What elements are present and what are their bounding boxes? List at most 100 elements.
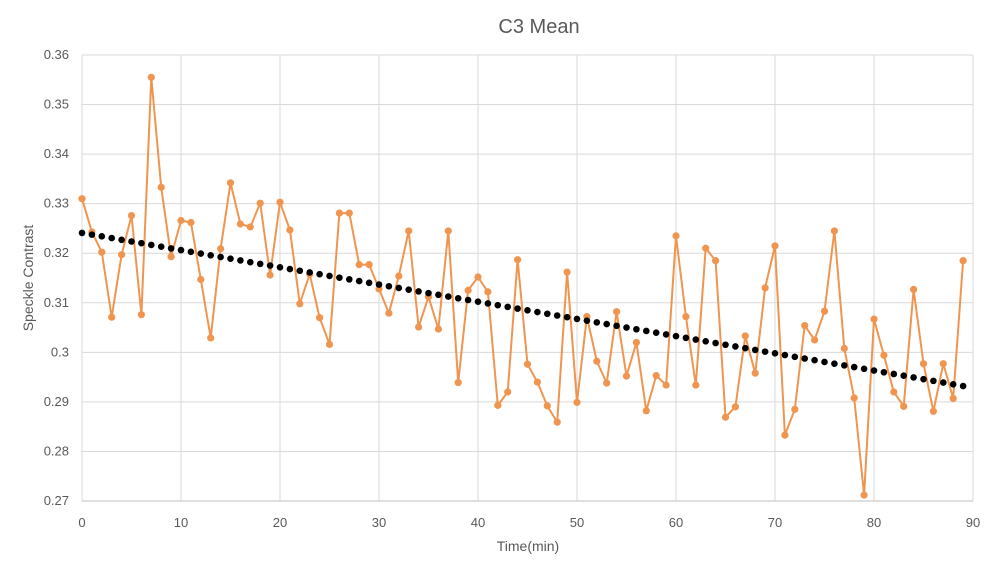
series-marker (395, 272, 403, 280)
series-marker (820, 307, 829, 315)
trendline-dot (316, 270, 323, 278)
trendline-dot (395, 284, 403, 292)
trendline-dot (197, 250, 205, 257)
trendline-dot (247, 258, 254, 266)
series-marker (949, 394, 957, 403)
series-marker (108, 313, 116, 321)
chart-title: C3 Mean (498, 16, 579, 38)
series-marker (523, 360, 532, 368)
trendline-dot (118, 236, 125, 244)
series-marker (622, 372, 631, 380)
series-marker (533, 378, 542, 386)
series-marker (226, 179, 235, 187)
series-marker (939, 360, 947, 368)
series-marker (217, 245, 225, 253)
series-marker (593, 357, 601, 365)
x-tick-label: 80 (867, 515, 881, 530)
series-marker (444, 227, 452, 235)
trendline-dot (276, 264, 284, 271)
trendline-dot (187, 248, 195, 256)
trendline-dot (286, 265, 294, 273)
x-tick-label: 70 (768, 515, 782, 530)
series-marker (543, 402, 551, 410)
trendline-dot (613, 322, 620, 330)
x-axis-label: Time(min) (497, 538, 559, 554)
x-tick-label: 90 (966, 515, 980, 530)
series-marker (127, 211, 136, 220)
trendline-dot (959, 382, 967, 390)
series-marker (781, 431, 789, 439)
series-marker (761, 284, 769, 292)
series-marker (464, 286, 472, 294)
series-marker (494, 401, 502, 409)
trendline-dot (355, 277, 363, 285)
series-marker (266, 271, 274, 279)
trendline-dot (296, 267, 304, 275)
trendline-dot (138, 239, 145, 247)
x-tick-label: 60 (669, 515, 683, 530)
series-marker (157, 183, 165, 191)
y-tick-label: 0.31 (44, 295, 69, 310)
y-tick-label: 0.35 (44, 97, 69, 112)
series-marker (504, 388, 512, 396)
series-marker (415, 323, 423, 331)
series-marker (553, 418, 561, 426)
series-marker (256, 199, 264, 207)
series-marker (682, 313, 690, 321)
series-marker (236, 220, 244, 228)
series-marker (385, 309, 393, 317)
x-tick-label: 50 (570, 515, 584, 530)
x-tick-label: 0 (78, 515, 85, 530)
series-marker (721, 413, 730, 421)
trendline-dot (553, 312, 561, 319)
series-marker (246, 223, 254, 231)
series-marker (791, 405, 799, 413)
tick-labels: 0.27 0.28 0.29 0.3 0.31 0.32 0.33 0.34 0.35 0.36 0… (44, 47, 981, 530)
series-marker (850, 394, 858, 402)
series-marker (632, 338, 641, 347)
series-marker (830, 227, 839, 235)
series-marker (672, 232, 680, 240)
series-marker (325, 340, 334, 349)
trendline-dot (751, 346, 759, 354)
y-axis-label: Speckle Contrast (20, 225, 36, 332)
series-marker (603, 379, 611, 387)
trendline-dot (702, 337, 709, 345)
trendline-dot (920, 375, 927, 383)
trendline-dot (900, 372, 907, 380)
trendline-dot (167, 245, 175, 252)
trendline-dot (256, 260, 264, 268)
series-marker (177, 216, 185, 225)
trendline-dot (682, 334, 690, 342)
trendline-dot (98, 233, 106, 240)
trendline-dot (494, 301, 502, 309)
trendline-dot (831, 360, 838, 367)
trendline-dot (791, 353, 799, 361)
trendline-dot (326, 272, 333, 280)
series-marker (801, 321, 809, 330)
y-tick-label: 0.33 (44, 196, 69, 211)
trendline-dot (801, 355, 808, 362)
trendline-dot (712, 339, 719, 347)
series-marker (642, 407, 650, 415)
series-marker (118, 251, 126, 259)
series-marker (454, 378, 462, 387)
trendline-dot (157, 243, 165, 250)
y-tick-label: 0.27 (44, 493, 69, 508)
series-marker (78, 195, 86, 203)
trendline-dot (237, 257, 244, 264)
trendline-dot (692, 336, 700, 343)
series-marker (771, 242, 779, 250)
series-marker (731, 403, 740, 411)
x-tick-label: 10 (174, 515, 188, 530)
trendline-dot (504, 303, 512, 311)
series-marker (316, 314, 324, 322)
series-marker (919, 360, 928, 368)
trendline-dot (771, 350, 779, 357)
x-tick-label: 30 (372, 515, 386, 530)
trendline-dot (207, 251, 214, 259)
series-marker (365, 261, 373, 269)
trendline-dot (633, 325, 640, 333)
series-marker (405, 227, 413, 235)
